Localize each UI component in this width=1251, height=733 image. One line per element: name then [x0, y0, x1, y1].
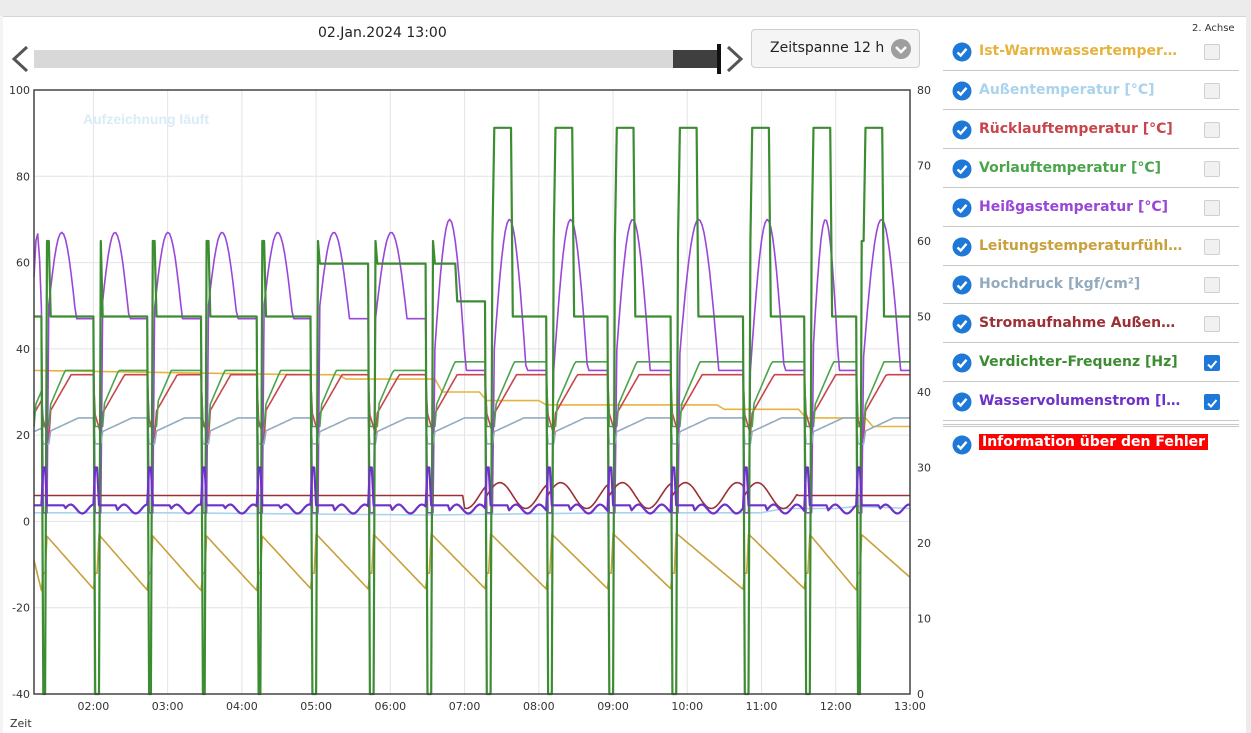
x-tick-label: 05:00: [300, 700, 332, 713]
second-axis-checkbox[interactable]: [1204, 238, 1220, 255]
legend-item[interactable]: Hochdruck [kgf/cm²]: [943, 265, 1239, 305]
x-tick-label: 06:00: [374, 700, 406, 713]
checkmark-icon: [952, 314, 972, 334]
error-info-label: Information über den Fehler: [979, 434, 1209, 450]
second-axis-checkbox[interactable]: [1204, 160, 1220, 177]
x-tick-label: 11:00: [746, 700, 778, 713]
checkbox-tick-icon: [1207, 399, 1218, 409]
x-tick-label: 03:00: [152, 700, 184, 713]
date-label: 02.Jan.2024 13:00: [318, 25, 447, 41]
series-line: [33, 417, 910, 445]
y-right-tick-label: 70: [917, 160, 931, 173]
y-right-tick-label: 20: [917, 537, 931, 550]
y-left-tick-label: -20: [12, 602, 30, 615]
series-line: [33, 361, 910, 428]
legend-item[interactable]: Stromaufnahme Außengerä...: [943, 304, 1239, 344]
checkmark-icon: [952, 81, 972, 101]
series-line: [34, 505, 911, 516]
checkmark-icon: [952, 237, 972, 256]
left-frame: [0, 16, 3, 733]
y-left-tick-label: -40: [12, 688, 30, 701]
legend-item[interactable]: Wasservolumenstrom [l/min]: [943, 382, 1239, 422]
recording-watermark: Aufzeichnung läuft: [83, 111, 209, 127]
series-line: [33, 369, 910, 428]
time-slider-end-marker: [717, 44, 721, 74]
x-tick-label: 08:00: [523, 700, 555, 713]
chevron-down-icon: [891, 39, 911, 59]
checkmark-icon: [952, 392, 972, 412]
second-axis-checkbox[interactable]: [1204, 121, 1220, 138]
checkmark-icon: [952, 435, 972, 455]
y-right-tick-label: 60: [917, 235, 931, 248]
y-left-tick-label: 20: [16, 429, 30, 442]
second-axis-checkbox[interactable]: [1204, 82, 1220, 99]
second-axis-checkbox[interactable]: [1204, 316, 1220, 333]
window-top-bar: [0, 0, 1251, 17]
second-axis-checkbox[interactable]: [1204, 44, 1220, 60]
time-slider-track[interactable]: [34, 50, 720, 68]
checkbox-tick-icon: [1207, 360, 1218, 370]
plot-frame: [33, 89, 911, 695]
y-right-tick-label: 0: [917, 688, 924, 701]
error-info-item[interactable]: Information über den Fehler: [943, 424, 1239, 463]
next-arrow-icon[interactable]: [723, 44, 747, 74]
legend-item[interactable]: Heißgastemperatur [°C]: [943, 188, 1239, 227]
x-tick-label: 13:00: [894, 700, 926, 713]
x-tick-label: 09:00: [597, 700, 629, 713]
second-axis-checkbox[interactable]: [1204, 199, 1220, 216]
series-line: [33, 218, 910, 514]
y-right-tick-label: 30: [917, 462, 931, 475]
x-tick-label: 07:00: [449, 700, 481, 713]
checkmark-icon: [952, 198, 972, 218]
x-tick-label: 12:00: [820, 700, 852, 713]
series-line: [34, 466, 911, 515]
checkmark-icon: [952, 42, 972, 62]
y-right-tick-label: 80: [917, 84, 931, 97]
series-line: [34, 126, 910, 696]
timespan-dropdown[interactable]: Zeitspanne 12 h: [751, 29, 920, 68]
checkmark-icon: [952, 275, 972, 295]
second-axis-header: 2. Achse: [1192, 23, 1235, 34]
second-axis-checkbox[interactable]: [1204, 355, 1220, 372]
y-left-tick-label: 40: [16, 343, 30, 356]
checkmark-icon: [952, 120, 972, 140]
legend-item[interactable]: Rücklauftemperatur [°C]: [943, 110, 1239, 149]
y-left-tick-label: 100: [9, 84, 30, 97]
x-tick-label: 10:00: [671, 700, 703, 713]
y-right-tick-label: 40: [917, 386, 931, 399]
y-left-tick-label: 0: [23, 515, 30, 528]
x-tick-label: 04:00: [226, 700, 258, 713]
legend-item[interactable]: Vorlauftemperatur [°C]: [943, 149, 1239, 188]
legend-item[interactable]: Verdichter-Frequenz [Hz]: [943, 343, 1239, 383]
series-line: [33, 373, 910, 441]
previous-arrow-icon[interactable]: [8, 44, 32, 74]
time-slider-handle[interactable]: [673, 50, 718, 68]
y-right-tick-label: 10: [917, 613, 931, 626]
checkmark-icon: [952, 159, 972, 179]
y-left-tick-label: 60: [16, 257, 30, 270]
legend-item[interactable]: Ist-Warmwassertemperatur [°C]: [943, 32, 1239, 71]
second-axis-checkbox[interactable]: [1204, 394, 1220, 411]
legend-item[interactable]: Außentemperatur [°C]: [943, 71, 1239, 110]
x-axis-label: Zeit: [10, 717, 32, 730]
second-axis-checkbox[interactable]: [1204, 277, 1220, 294]
checkmark-icon: [952, 353, 972, 373]
right-frame: [1246, 16, 1251, 733]
y-left-tick-label: 80: [16, 170, 30, 183]
y-right-tick-label: 50: [917, 311, 931, 324]
series-line: [34, 481, 910, 510]
x-tick-label: 02:00: [78, 700, 110, 713]
legend-item[interactable]: Leitungstemperaturfühler ...: [943, 227, 1239, 266]
series-line: [33, 532, 911, 592]
timespan-value: Zeitspanne 12 h: [770, 40, 885, 56]
